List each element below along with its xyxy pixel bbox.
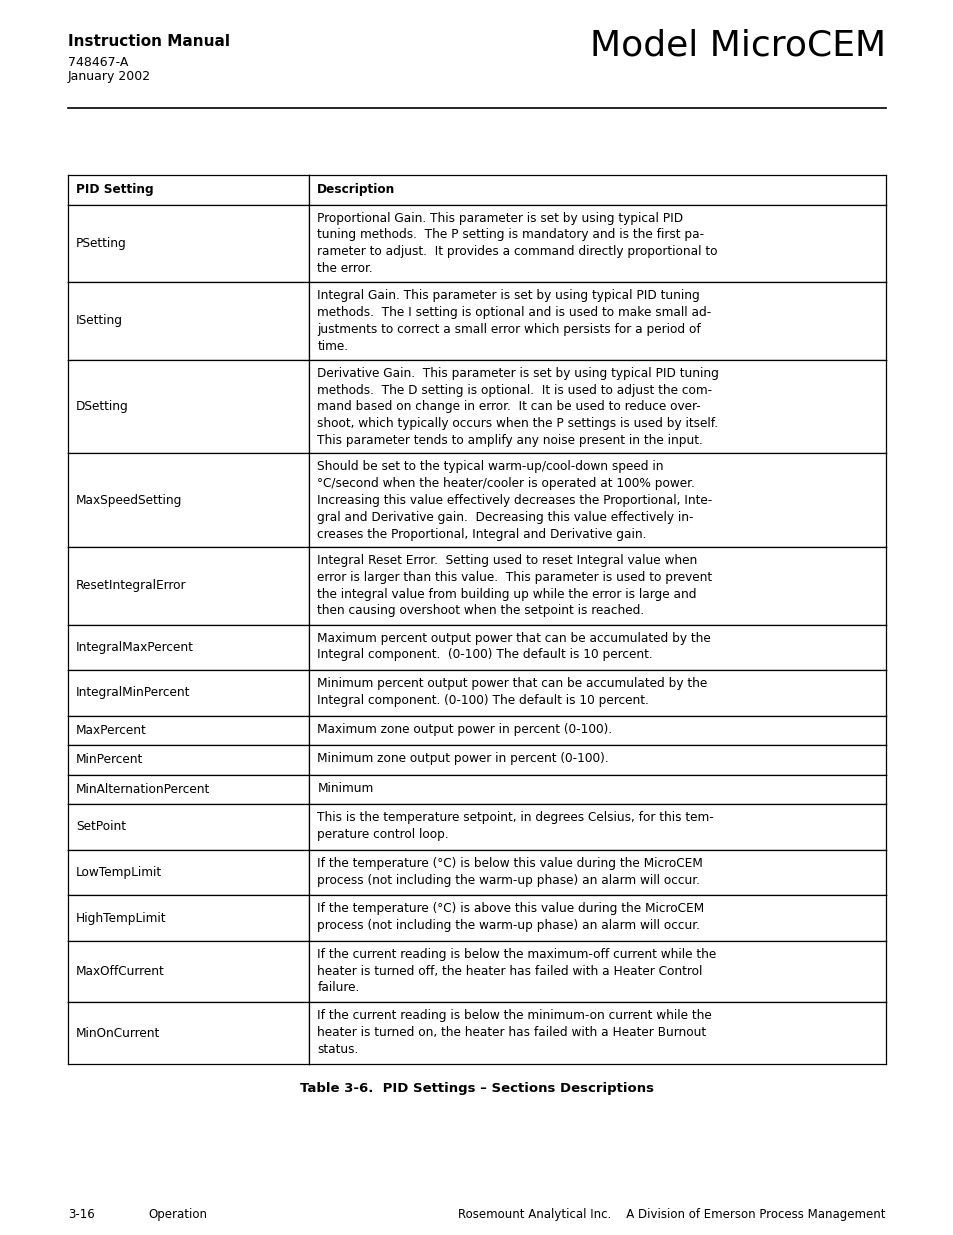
Text: MinOnCurrent: MinOnCurrent	[76, 1026, 160, 1040]
Text: Derivative Gain.  This parameter is set by using typical PID tuning
methods.  Th: Derivative Gain. This parameter is set b…	[317, 367, 719, 447]
Text: If the current reading is below the minimum-on current while the
heater is turne: If the current reading is below the mini…	[317, 1009, 711, 1056]
Text: PID Setting: PID Setting	[76, 183, 153, 196]
Text: January 2002: January 2002	[68, 70, 151, 83]
Text: If the temperature (°C) is below this value during the MicroCEM
process (not inc: If the temperature (°C) is below this va…	[317, 857, 702, 887]
Text: ISetting: ISetting	[76, 315, 123, 327]
Text: SetPoint: SetPoint	[76, 820, 126, 834]
Text: Minimum percent output power that can be accumulated by the
Integral component. : Minimum percent output power that can be…	[317, 677, 707, 706]
Text: Rosemount Analytical Inc.    A Division of Emerson Process Management: Rosemount Analytical Inc. A Division of …	[458, 1208, 885, 1221]
Text: Minimum zone output power in percent (0-100).: Minimum zone output power in percent (0-…	[317, 752, 608, 766]
Text: Integral Reset Error.  Setting used to reset Integral value when
error is larger: Integral Reset Error. Setting used to re…	[317, 555, 712, 618]
Text: 748467-A: 748467-A	[68, 56, 129, 69]
Text: IntegralMaxPercent: IntegralMaxPercent	[76, 641, 193, 653]
Text: LowTempLimit: LowTempLimit	[76, 866, 162, 879]
Text: Should be set to the typical warm-up/cool-down speed in
°C/second when the heate: Should be set to the typical warm-up/coo…	[317, 461, 712, 541]
Text: ResetIntegralError: ResetIntegralError	[76, 579, 186, 593]
Text: Table 3-6.  PID Settings – Sections Descriptions: Table 3-6. PID Settings – Sections Descr…	[299, 1082, 654, 1095]
Text: Maximum percent output power that can be accumulated by the
Integral component. : Maximum percent output power that can be…	[317, 631, 710, 662]
Text: Maximum zone output power in percent (0-100).: Maximum zone output power in percent (0-…	[317, 722, 612, 736]
Text: Description: Description	[317, 183, 395, 196]
Text: DSetting: DSetting	[76, 400, 129, 412]
Text: If the temperature (°C) is above this value during the MicroCEM
process (not inc: If the temperature (°C) is above this va…	[317, 903, 703, 932]
Text: If the current reading is below the maximum-off current while the
heater is turn: If the current reading is below the maxi…	[317, 947, 716, 994]
Text: HighTempLimit: HighTempLimit	[76, 911, 167, 925]
Text: Operation: Operation	[148, 1208, 207, 1221]
Text: This is the temperature setpoint, in degrees Celsius, for this tem-
perature con: This is the temperature setpoint, in deg…	[317, 811, 713, 841]
Text: Integral Gain. This parameter is set by using typical PID tuning
methods.  The I: Integral Gain. This parameter is set by …	[317, 289, 711, 352]
Text: IntegralMinPercent: IntegralMinPercent	[76, 687, 191, 699]
Text: Model MicroCEM: Model MicroCEM	[589, 28, 885, 62]
Text: MinPercent: MinPercent	[76, 753, 143, 767]
Text: Instruction Manual: Instruction Manual	[68, 35, 230, 49]
Text: Proportional Gain. This parameter is set by using typical PID
tuning methods.  T: Proportional Gain. This parameter is set…	[317, 211, 717, 275]
Text: MaxOffCurrent: MaxOffCurrent	[76, 965, 165, 978]
Text: PSetting: PSetting	[76, 237, 127, 249]
Text: 3-16: 3-16	[68, 1208, 94, 1221]
Text: MaxSpeedSetting: MaxSpeedSetting	[76, 494, 182, 506]
Text: MinAlternationPercent: MinAlternationPercent	[76, 783, 210, 797]
Text: Minimum: Minimum	[317, 782, 374, 795]
Text: MaxPercent: MaxPercent	[76, 724, 147, 737]
